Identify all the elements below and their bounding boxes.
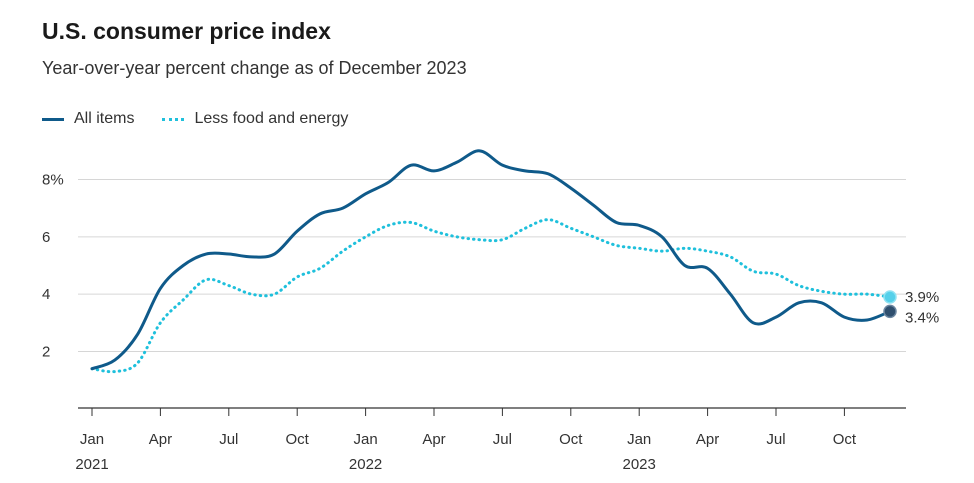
y-tick-label: 8%: [42, 172, 64, 189]
x-tick-label: Oct: [286, 431, 310, 448]
series-line-less-food-energy: [90, 218, 892, 374]
x-tick-label: Jul: [219, 431, 238, 448]
x-tick-year-label: 2021: [75, 456, 108, 473]
legend-item-core: Less food and energy: [162, 110, 348, 128]
x-tick-labels: Jan 2021 Apr Jul Oct Jan 2022 Apr Jul Oct Jan 2023 A…: [75, 408, 857, 473]
x-tick-label: Jan: [80, 431, 104, 448]
y-tick-label: 4: [42, 286, 50, 303]
x-tick-label: Apr: [422, 431, 445, 448]
x-tick-year-label: 2023: [623, 456, 656, 473]
end-label-less-food-energy: 3.9%: [905, 289, 939, 306]
end-marker-all-items: [883, 304, 897, 319]
y-tick-label: 2: [42, 344, 50, 361]
end-label-all-items: 3.4%: [905, 309, 939, 326]
x-tick-label: Apr: [696, 431, 719, 448]
series-lines: [90, 149, 892, 374]
series-line-all-items: [90, 149, 892, 371]
x-tick-label: Jul: [766, 431, 785, 448]
legend-swatch-dotted: [162, 117, 185, 121]
legend-item-all-items: All items: [42, 110, 134, 128]
end-marker-less-food-energy: [883, 290, 897, 304]
x-tick-label: Jul: [493, 431, 512, 448]
legend-label-all-items: All items: [74, 110, 135, 127]
x-tick-label: Apr: [149, 431, 172, 448]
x-tick-label: Oct: [559, 431, 583, 448]
end-markers: 3.4% 3.9%: [883, 289, 939, 326]
x-tick-label: Oct: [833, 431, 857, 448]
y-tick-label: 6: [42, 229, 50, 246]
y-tick-labels: 2 4 6 8%: [42, 172, 64, 361]
x-tick-label: Jan: [627, 431, 651, 448]
legend-label-core: Less food and energy: [194, 110, 349, 127]
gridlines: [78, 179, 906, 352]
chart-title: U.S. consumer price index: [42, 18, 331, 44]
x-tick-year-label: 2022: [349, 456, 382, 473]
chart-subtitle: Year-over-year percent change as of Dece…: [42, 58, 467, 78]
legend-swatch-solid: [42, 117, 64, 121]
legend: All items Less food and energy: [42, 110, 376, 128]
x-tick-label: Jan: [354, 431, 378, 448]
